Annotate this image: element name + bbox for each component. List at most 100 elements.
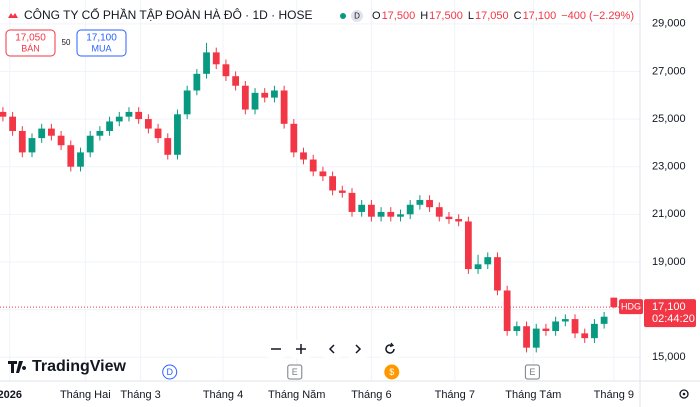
x-tick-label: Tháng Tám [505, 389, 561, 401]
candle-body [338, 190, 346, 193]
candle-body [154, 128, 162, 139]
candle-body [222, 64, 230, 77]
x-tick-label: Tháng 9 [594, 389, 634, 401]
x-tick-label: 2026 [0, 389, 22, 401]
candle-body [329, 176, 336, 191]
y-tick-label: 15,000 [652, 351, 686, 363]
sell-price: 17,050 [15, 33, 46, 44]
candle-body [232, 76, 240, 86]
candle-body [591, 323, 598, 339]
candle-body [300, 152, 307, 160]
candle-body [610, 297, 618, 308]
candle-body [368, 204, 375, 217]
badge-bg [351, 10, 363, 22]
status-dot [340, 13, 346, 19]
candles [0, 42, 618, 353]
candle-body [484, 257, 492, 265]
candle-body [251, 92, 259, 110]
candle-body [67, 145, 75, 167]
candle-body [241, 85, 249, 110]
ohlc-label: C [514, 10, 522, 22]
x-tick-label: Tháng 4 [203, 389, 243, 401]
ohlc-value: 17,500 [429, 10, 463, 22]
candle-body [57, 135, 65, 146]
buy-button[interactable] [76, 29, 127, 57]
candle-body [38, 128, 46, 139]
y-tick-label: 23,000 [652, 161, 686, 173]
candle-body [416, 200, 424, 205]
ohlc-label: H [420, 10, 428, 22]
candle-body [348, 192, 356, 212]
event-label: $ [389, 367, 394, 377]
buy-price: 17,100 [86, 33, 117, 44]
x-tick-label: Tháng 7 [435, 389, 475, 401]
candle-body [9, 116, 16, 131]
candle-body [28, 138, 36, 153]
symbol-tag: HDG [621, 302, 641, 312]
ohlc-label: L [468, 10, 474, 22]
zoom-in[interactable] [291, 340, 311, 358]
event-marker [287, 364, 303, 380]
candle-body [106, 121, 113, 131]
event-label: E [292, 367, 298, 377]
candle-body [503, 290, 511, 331]
ohlc-value: 17,050 [475, 10, 509, 22]
chart-title: CÔNG TY CỔ PHẦN TẬP ĐOÀN HÀ ĐÔ · 1D · HO… [24, 7, 313, 22]
candle-body [455, 219, 463, 222]
candle-body [125, 111, 133, 117]
sell-button[interactable] [5, 29, 56, 57]
candle-body [212, 52, 220, 65]
x-tick-label: Tháng Năm [268, 389, 325, 401]
zoom-out[interactable] [266, 340, 286, 358]
y-tick-label: 19,000 [652, 256, 686, 268]
buy-label: MUA [92, 43, 112, 53]
logo-icon [8, 13, 18, 18]
badge: D [354, 12, 360, 21]
toolbar [266, 340, 400, 358]
candle-body [358, 204, 366, 212]
scroll-left[interactable] [322, 340, 342, 358]
spread: 50 [62, 38, 71, 47]
candle-body [513, 326, 521, 331]
candle-body [406, 204, 414, 215]
event-label: D [166, 367, 173, 377]
reset[interactable] [380, 340, 400, 358]
y-tick-label: 29,000 [652, 18, 686, 30]
candle-body [319, 171, 327, 177]
price-tag: 17,100 [652, 301, 686, 313]
candle-body [48, 128, 55, 136]
y-tick-label: 21,000 [652, 208, 686, 220]
grid [0, 0, 640, 381]
candle-body [0, 111, 7, 117]
candle-body [552, 321, 560, 331]
candle-body [532, 328, 540, 348]
candle-body [271, 90, 278, 98]
price-tag-bg [644, 299, 696, 328]
candle-body [445, 216, 453, 220]
candle-body [280, 90, 288, 124]
candle-body [387, 211, 395, 217]
event-label: E [529, 367, 535, 377]
candle-body [183, 90, 191, 115]
candle-body [581, 333, 589, 339]
candle-body [561, 319, 569, 322]
candle-body [494, 257, 501, 291]
candle-body [77, 152, 84, 167]
countdown: 02:44:20 [652, 313, 695, 325]
candle-body [115, 116, 123, 122]
candle-body [18, 130, 26, 153]
event-marker [524, 364, 540, 380]
candle-body [174, 114, 181, 155]
candle-body [600, 316, 608, 324]
candle-body [377, 211, 385, 217]
change: −400 (−2.29%) [561, 10, 634, 22]
candle-body [435, 207, 443, 217]
candle-body [309, 159, 317, 172]
scroll-right[interactable] [348, 340, 368, 358]
settings-icon[interactable] [679, 389, 689, 399]
candle-body [86, 135, 94, 153]
candle-body [290, 123, 298, 153]
candle-body [193, 73, 201, 91]
candle-body [96, 130, 104, 136]
tv-logo-icon [8, 361, 27, 373]
